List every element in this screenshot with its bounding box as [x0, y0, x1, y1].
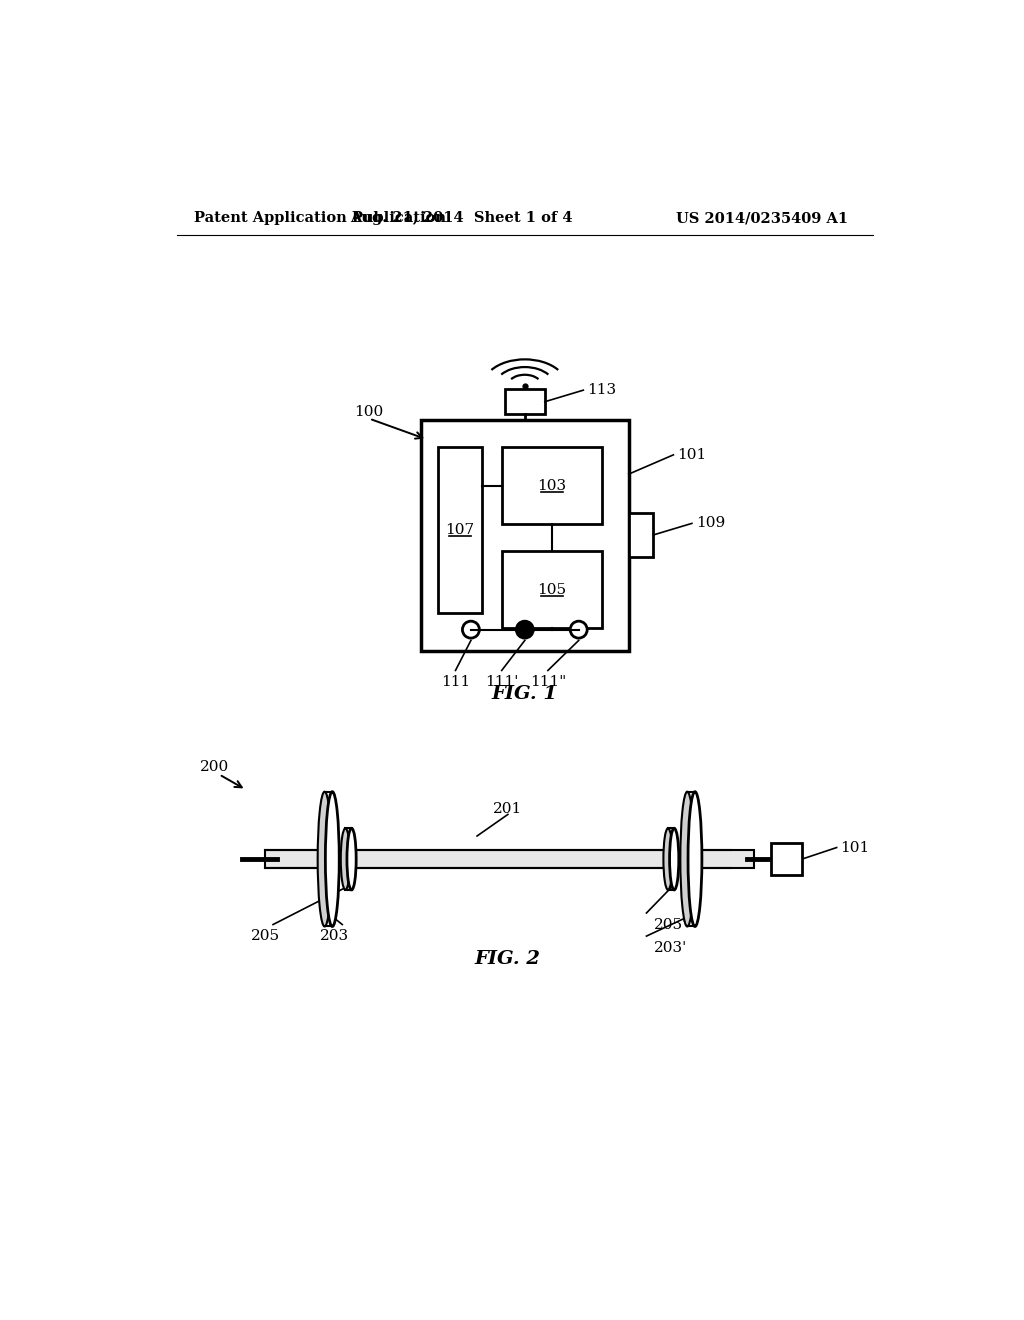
Ellipse shape [680, 792, 694, 927]
Bar [502, 447, 602, 524]
Text: 203: 203 [321, 929, 349, 942]
Text: 109: 109 [695, 516, 725, 531]
Ellipse shape [341, 829, 350, 890]
Bar [771, 843, 802, 875]
Text: 100: 100 [354, 405, 383, 420]
Text: FIG. 1: FIG. 1 [492, 685, 558, 702]
Text: 101: 101 [841, 841, 869, 854]
Text: 101: 101 [677, 447, 707, 462]
Text: FIG. 2: FIG. 2 [475, 950, 541, 968]
Ellipse shape [688, 792, 701, 927]
Text: 111': 111' [485, 675, 518, 689]
Circle shape [516, 622, 534, 638]
Circle shape [463, 622, 479, 638]
Bar [265, 850, 755, 869]
Text: 111: 111 [441, 675, 470, 689]
Text: 105: 105 [538, 582, 566, 597]
Text: 201: 201 [494, 803, 522, 816]
Ellipse shape [326, 792, 339, 927]
Text: 107: 107 [445, 523, 475, 536]
Circle shape [570, 622, 587, 638]
Text: 205: 205 [251, 929, 280, 942]
Bar [629, 512, 653, 557]
Ellipse shape [317, 792, 332, 927]
Text: 113: 113 [587, 383, 616, 397]
Ellipse shape [670, 829, 679, 890]
Bar [502, 552, 602, 628]
Text: Patent Application Publication: Patent Application Publication [194, 211, 445, 226]
Text: Aug. 21, 2014  Sheet 1 of 4: Aug. 21, 2014 Sheet 1 of 4 [350, 211, 572, 226]
Ellipse shape [347, 829, 356, 890]
Bar [438, 447, 482, 612]
Text: 200: 200 [200, 760, 229, 774]
Bar [421, 420, 629, 651]
Text: 203': 203' [654, 941, 687, 954]
Ellipse shape [664, 829, 673, 890]
Text: 205': 205' [654, 917, 687, 932]
Text: US 2014/0235409 A1: US 2014/0235409 A1 [676, 211, 848, 226]
Text: 111": 111" [529, 675, 566, 689]
Text: 103: 103 [538, 479, 566, 492]
Bar [505, 389, 545, 414]
